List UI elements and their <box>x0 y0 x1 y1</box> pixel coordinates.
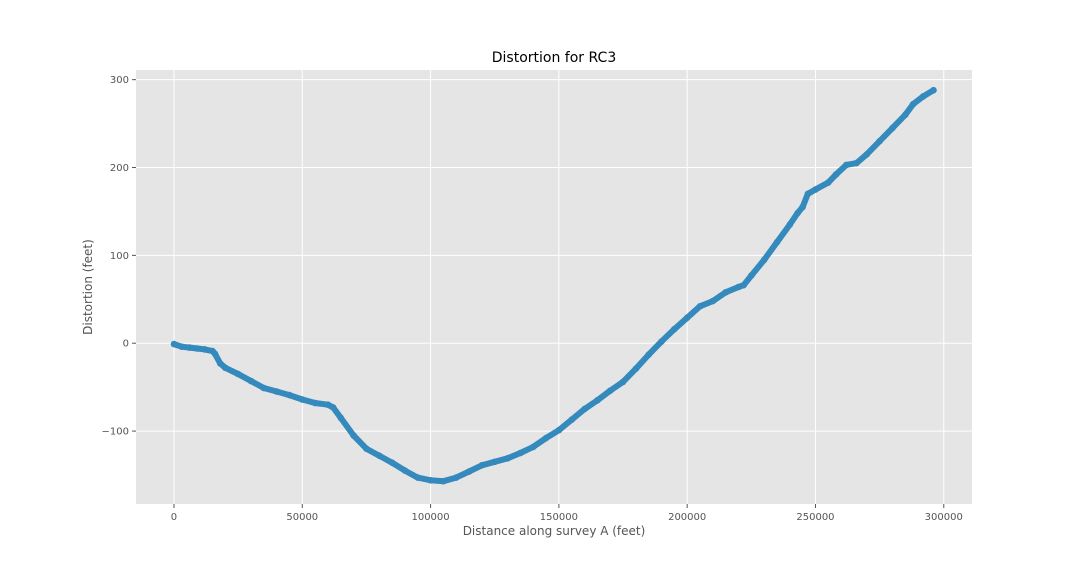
data-point <box>299 396 306 403</box>
data-point <box>581 405 588 413</box>
data-point <box>388 459 396 467</box>
data-point <box>491 458 499 466</box>
data-point <box>234 370 242 378</box>
data-point <box>337 414 345 422</box>
data-point <box>804 190 812 198</box>
data-point <box>186 344 193 351</box>
x-tick-label: 50000 <box>286 512 318 523</box>
data-point <box>740 281 747 289</box>
x-axis-ticks: 0 50000 100000 150000 200000 250000 300000 <box>171 504 963 523</box>
data-point <box>722 289 729 296</box>
data-point <box>555 426 563 434</box>
data-point <box>735 283 742 291</box>
x-tick-label: 150000 <box>540 512 578 523</box>
data-point <box>760 256 768 264</box>
data-point <box>645 351 652 358</box>
data-point <box>465 468 473 475</box>
data-point <box>658 338 665 345</box>
data-point <box>363 445 370 453</box>
data-point <box>876 137 883 145</box>
data-point <box>247 377 255 385</box>
y-tick-label: 0 <box>123 339 129 350</box>
data-point <box>401 467 409 474</box>
data-point <box>178 343 185 351</box>
data-point <box>193 345 201 352</box>
data-point <box>619 378 627 386</box>
data-series <box>170 86 937 485</box>
data-point <box>863 151 871 158</box>
grid-lines <box>136 70 972 504</box>
x-tick-label: 250000 <box>796 512 834 523</box>
data-point <box>889 124 896 132</box>
data-point <box>853 159 860 167</box>
data-point <box>478 462 486 469</box>
data-point <box>517 449 524 457</box>
data-point <box>594 397 601 404</box>
data-point <box>748 272 755 279</box>
data-point <box>825 179 832 186</box>
data-point <box>427 477 434 484</box>
data-point <box>414 474 422 481</box>
data-point <box>324 401 332 409</box>
y-tick-label: 200 <box>110 163 129 174</box>
chart-title: Distortion for RC3 <box>492 50 616 66</box>
y-tick-label: 100 <box>110 251 129 262</box>
plot-background <box>136 70 972 504</box>
data-point <box>696 303 704 310</box>
data-point <box>170 340 178 348</box>
data-point <box>350 432 357 439</box>
y-axis-label: Distortion (feet) <box>81 239 95 335</box>
data-point <box>376 452 383 460</box>
data-point <box>786 221 794 228</box>
data-point <box>529 443 537 451</box>
y-axis-ticks: −100 0 100 200 300 <box>102 75 136 438</box>
data-point <box>930 86 937 94</box>
data-point <box>329 404 337 411</box>
data-point <box>440 477 447 485</box>
data-point <box>222 364 229 372</box>
data-point <box>260 384 268 392</box>
y-tick-label: 300 <box>110 75 129 86</box>
x-axis-label: Distance along survey A (feet) <box>463 524 646 538</box>
data-point <box>273 388 280 395</box>
x-tick-label: 200000 <box>668 512 706 523</box>
data-point <box>568 416 575 424</box>
data-point <box>632 365 640 373</box>
data-point <box>311 399 319 407</box>
data-point <box>504 455 511 462</box>
data-point <box>216 360 224 367</box>
data-point <box>201 346 209 353</box>
data-point <box>683 314 691 322</box>
data-point <box>909 101 917 108</box>
data-point <box>832 171 840 178</box>
series-trace <box>171 87 937 485</box>
data-point <box>709 297 717 305</box>
x-tick-label: 0 <box>171 512 177 523</box>
data-point <box>919 93 927 100</box>
data-point <box>671 325 678 333</box>
data-point <box>211 350 219 358</box>
x-tick-label: 300000 <box>925 512 963 523</box>
data-point <box>812 186 819 193</box>
data-point <box>542 434 550 442</box>
y-tick-label: −100 <box>102 427 129 438</box>
data-point <box>452 474 460 481</box>
data-point <box>606 387 614 395</box>
data-point <box>286 391 293 399</box>
data-point <box>799 203 806 211</box>
data-point <box>902 111 909 119</box>
data-point <box>773 238 781 246</box>
x-tick-label: 100000 <box>411 512 449 523</box>
data-point <box>794 209 801 217</box>
data-point <box>843 161 850 169</box>
